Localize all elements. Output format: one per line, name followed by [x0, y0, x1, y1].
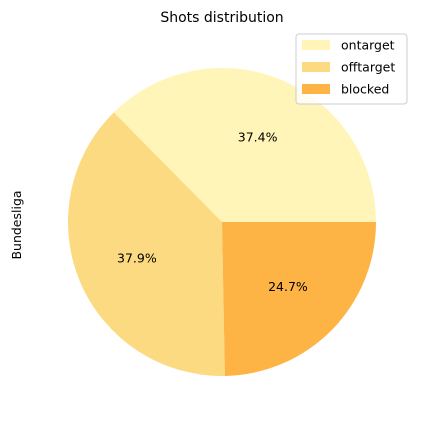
legend-label-offtarget: offtarget [341, 60, 395, 75]
pie-slices [67, 67, 376, 376]
pie-labels: 37.4% 37.9% 24.7% [117, 129, 308, 294]
legend-label-ontarget: ontarget [341, 38, 395, 53]
pie-label-ontarget: 37.4% [238, 129, 278, 144]
legend-label-blocked: blocked [341, 82, 389, 97]
pie-label-blocked: 24.7% [268, 279, 308, 294]
y-axis-label: Bundesliga [9, 190, 24, 259]
pie-label-offtarget: 37.9% [117, 250, 157, 265]
legend-swatch-blocked [302, 84, 330, 94]
pie-slice-ontarget [113, 67, 376, 222]
legend-swatch-ontarget [302, 40, 330, 50]
legend: ontarget offtarget blocked [295, 33, 408, 105]
legend-swatch-offtarget [302, 62, 330, 72]
chart-title: Shots distribution [160, 10, 283, 26]
pie-slice-offtarget [67, 112, 225, 376]
pie-slice-blocked [222, 222, 376, 376]
